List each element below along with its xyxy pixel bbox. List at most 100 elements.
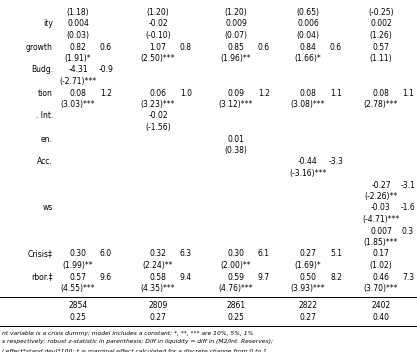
Text: 0.002: 0.002 xyxy=(370,19,392,29)
Text: 0.27: 0.27 xyxy=(299,313,317,322)
Text: 1.0: 1.0 xyxy=(180,88,192,98)
Text: 0.08: 0.08 xyxy=(70,88,86,98)
Text: 1.1: 1.1 xyxy=(402,88,414,98)
Text: 2854: 2854 xyxy=(68,302,88,310)
Text: -1.6: -1.6 xyxy=(401,203,415,213)
Text: (1.20): (1.20) xyxy=(225,8,247,17)
Text: (-0.25): (-0.25) xyxy=(368,8,394,17)
Text: (2.78)***: (2.78)*** xyxy=(364,100,398,109)
Text: (-0.10): (-0.10) xyxy=(145,31,171,40)
Text: 1.1: 1.1 xyxy=(330,88,342,98)
Text: 0.3: 0.3 xyxy=(402,226,414,235)
Text: (1.11): (1.11) xyxy=(370,54,392,63)
Text: 0.08: 0.08 xyxy=(299,88,317,98)
Text: growth: growth xyxy=(26,43,53,51)
Text: (1.96)**: (1.96)** xyxy=(221,54,251,63)
Text: ws: ws xyxy=(43,203,53,213)
Text: 0.85: 0.85 xyxy=(228,43,244,51)
Text: 0.17: 0.17 xyxy=(372,250,389,258)
Text: 0.27: 0.27 xyxy=(150,313,166,322)
Text: 0.30: 0.30 xyxy=(228,250,244,258)
Text: (1.69)*: (1.69)* xyxy=(295,261,322,270)
Text: 0.82: 0.82 xyxy=(70,43,86,51)
Text: 8.2: 8.2 xyxy=(330,272,342,282)
Text: 0.25: 0.25 xyxy=(70,313,86,322)
Text: (2.00)**: (2.00)** xyxy=(221,261,251,270)
Text: . Int.: . Int. xyxy=(35,112,53,120)
Text: 0.57: 0.57 xyxy=(70,272,86,282)
Text: nt variable is a crisis dummy; model includes a constant; *, **, *** are 10%, 5%: nt variable is a crisis dummy; model inc… xyxy=(2,331,254,335)
Text: en.: en. xyxy=(41,134,53,144)
Text: (3.08)***: (3.08)*** xyxy=(291,100,325,109)
Text: (0.03): (0.03) xyxy=(66,31,90,40)
Text: 0.006: 0.006 xyxy=(297,19,319,29)
Text: (3.93)***: (3.93)*** xyxy=(291,284,325,293)
Text: -0.02: -0.02 xyxy=(148,112,168,120)
Text: 2822: 2822 xyxy=(299,302,317,310)
Text: -0.9: -0.9 xyxy=(98,65,113,75)
Text: 6.0: 6.0 xyxy=(100,250,112,258)
Text: (1.02): (1.02) xyxy=(369,261,392,270)
Text: 7.3: 7.3 xyxy=(402,272,414,282)
Text: Acc.: Acc. xyxy=(37,157,53,166)
Text: 6.3: 6.3 xyxy=(180,250,192,258)
Text: 0.84: 0.84 xyxy=(299,43,317,51)
Text: (-2.71)***: (-2.71)*** xyxy=(60,77,97,86)
Text: (1.18): (1.18) xyxy=(67,8,89,17)
Text: -0.44: -0.44 xyxy=(298,157,318,166)
Text: 5.1: 5.1 xyxy=(330,250,342,258)
Text: 0.58: 0.58 xyxy=(150,272,166,282)
Text: -0.02: -0.02 xyxy=(148,19,168,29)
Text: (0.38): (0.38) xyxy=(225,146,247,155)
Text: 1.07: 1.07 xyxy=(150,43,166,51)
Text: 0.6: 0.6 xyxy=(330,43,342,51)
Text: 0.32: 0.32 xyxy=(150,250,166,258)
Text: -4.31: -4.31 xyxy=(68,65,88,75)
Text: 0.6: 0.6 xyxy=(100,43,112,51)
Text: (3.23)***: (3.23)*** xyxy=(141,100,175,109)
Text: l effect*stand.dev)*100; ‡ = marginal effect calculated for a discrete change fr: l effect*stand.dev)*100; ‡ = marginal ef… xyxy=(2,348,267,352)
Text: 9.7: 9.7 xyxy=(258,272,270,282)
Text: -3.3: -3.3 xyxy=(329,157,344,166)
Text: 0.40: 0.40 xyxy=(372,313,389,322)
Text: (-4.71)***: (-4.71)*** xyxy=(362,215,399,224)
Text: (0.04): (0.04) xyxy=(296,31,319,40)
Text: 2402: 2402 xyxy=(372,302,391,310)
Text: (3.03)***: (3.03)*** xyxy=(61,100,95,109)
Text: (-1.56): (-1.56) xyxy=(145,123,171,132)
Text: (1.26): (1.26) xyxy=(369,31,392,40)
Text: 1.2: 1.2 xyxy=(100,88,112,98)
Text: 0.09: 0.09 xyxy=(228,88,244,98)
Text: (4.76)***: (4.76)*** xyxy=(219,284,253,293)
Text: -0.03: -0.03 xyxy=(371,203,391,213)
Text: 0.50: 0.50 xyxy=(299,272,317,282)
Text: (-2.26)**: (-2.26)** xyxy=(364,192,398,201)
Text: 0.06: 0.06 xyxy=(150,88,166,98)
Text: s respectively; robust z-statistic in parenthesis; Diff in liquidity = diff in (: s respectively; robust z-statistic in pa… xyxy=(2,339,273,345)
Text: 6.1: 6.1 xyxy=(258,250,270,258)
Text: (1.20): (1.20) xyxy=(147,8,169,17)
Text: 1.2: 1.2 xyxy=(258,88,270,98)
Text: 0.59: 0.59 xyxy=(228,272,244,282)
Text: 0.009: 0.009 xyxy=(225,19,247,29)
Text: (1.99)**: (1.99)** xyxy=(63,261,93,270)
Text: 0.57: 0.57 xyxy=(372,43,389,51)
Text: (3.12)***: (3.12)*** xyxy=(219,100,253,109)
Text: ity: ity xyxy=(43,19,53,29)
Text: tion: tion xyxy=(38,88,53,98)
Text: 0.30: 0.30 xyxy=(70,250,86,258)
Text: 0.007: 0.007 xyxy=(370,226,392,235)
Text: 0.01: 0.01 xyxy=(228,134,244,144)
Text: (4.35)***: (4.35)*** xyxy=(141,284,175,293)
Text: (1.66)*: (1.66)* xyxy=(295,54,322,63)
Text: -3.1: -3.1 xyxy=(401,181,415,189)
Text: 0.8: 0.8 xyxy=(180,43,192,51)
Text: 2809: 2809 xyxy=(148,302,168,310)
Text: (0.65): (0.65) xyxy=(296,8,319,17)
Text: 0.004: 0.004 xyxy=(67,19,89,29)
Text: (1.85)***: (1.85)*** xyxy=(364,238,398,247)
Text: -0.27: -0.27 xyxy=(371,181,391,189)
Text: (-3.16)***: (-3.16)*** xyxy=(289,169,327,178)
Text: rbor.‡: rbor.‡ xyxy=(32,272,53,282)
Text: 0.27: 0.27 xyxy=(299,250,317,258)
